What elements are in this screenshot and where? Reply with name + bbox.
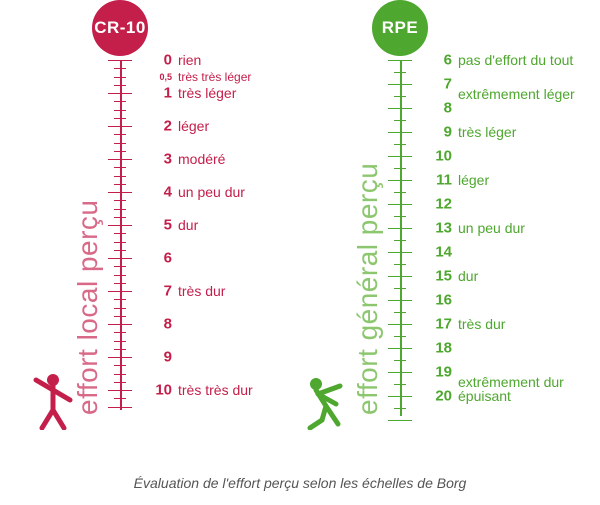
cr10-label: modéré	[178, 151, 225, 167]
cr10-vertical-label: effort local perçu	[72, 200, 104, 416]
rpe-label: épuisant	[458, 388, 511, 404]
rpe-label: léger	[458, 172, 489, 188]
rpe-vertical-label: effort général perçu	[352, 163, 384, 415]
rpe-number: 20	[416, 388, 452, 405]
cr10-label: rien	[178, 52, 201, 68]
cr10-number: 8	[136, 316, 172, 333]
rpe-number: 6	[416, 52, 452, 69]
rpe-number: 10	[416, 148, 452, 165]
rpe-label: très dur	[458, 316, 505, 332]
cr10-label: très léger	[178, 85, 236, 101]
rpe-number: 8	[416, 100, 452, 117]
cr10-label: dur	[178, 217, 198, 233]
cr10-number: 7	[136, 283, 172, 300]
cr10-label: très dur	[178, 283, 225, 299]
cr10-number: 5	[136, 217, 172, 234]
rpe-number: 16	[416, 292, 452, 309]
cr10-number: 0	[136, 52, 172, 69]
rpe-label: pas d'effort du tout	[458, 52, 573, 68]
rpe-number: 13	[416, 220, 452, 237]
rpe-number: 18	[416, 340, 452, 357]
rpe-label: un peu dur	[458, 220, 525, 236]
cr10-label-half: très très léger	[178, 70, 251, 84]
cr10-number: 6	[136, 250, 172, 267]
rpe-label: dur	[458, 268, 478, 284]
rpe-number: 14	[416, 244, 452, 261]
rpe-number: 11	[416, 172, 452, 189]
cr10-number: 10	[136, 382, 172, 399]
cr10-number-half: 0,5	[136, 72, 172, 82]
rpe-label: extrêmement léger	[458, 86, 575, 102]
cr10-number: 9	[136, 349, 172, 366]
caption: Évaluation de l'effort perçu selon les é…	[0, 475, 600, 491]
rpe-label: très léger	[458, 124, 516, 140]
rpe-number: 7	[416, 76, 452, 93]
cr10-number: 3	[136, 151, 172, 168]
cr10-label: très très dur	[178, 382, 253, 398]
cr10-badge: CR-10	[92, 0, 148, 56]
cr10-label: un peu dur	[178, 184, 245, 200]
rpe-number: 12	[416, 196, 452, 213]
rpe-number: 9	[416, 124, 452, 141]
person-pushing-icon	[302, 372, 348, 430]
cr10-number: 2	[136, 118, 172, 135]
rpe-number: 19	[416, 364, 452, 381]
rpe-badge: RPE	[372, 0, 428, 56]
rpe-number: 15	[416, 268, 452, 285]
rpe-number: 17	[416, 316, 452, 333]
rpe-ruler: 6pas d'effort du tout7extrêmement léger8…	[400, 60, 402, 416]
cr10-number: 1	[136, 85, 172, 102]
cr10-ruler: 0rien1très léger2léger3modéré4un peu dur…	[120, 60, 122, 410]
cr10-label: léger	[178, 118, 209, 134]
person-standing-icon	[30, 372, 76, 430]
cr10-number: 4	[136, 184, 172, 201]
